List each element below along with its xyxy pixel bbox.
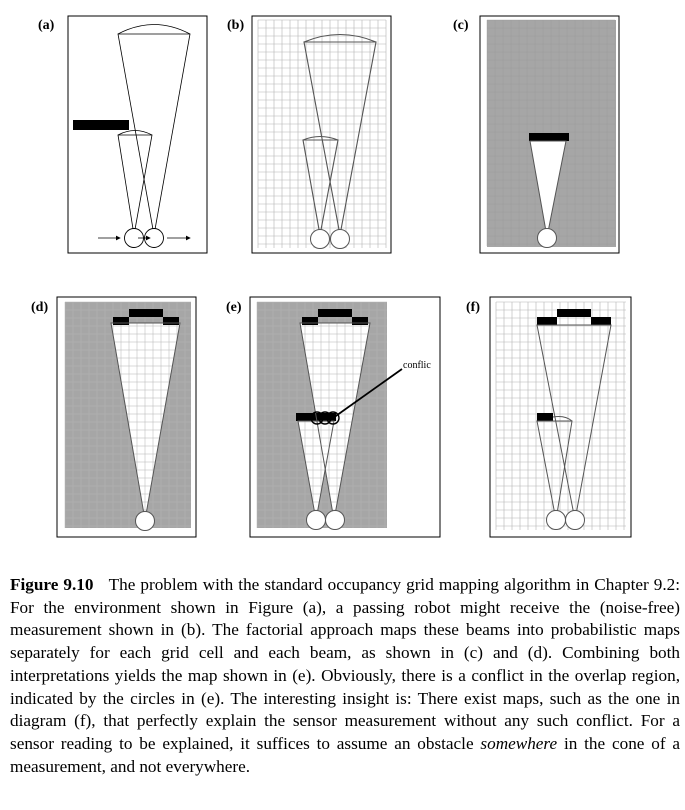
panel-e-combined-map: conflic xyxy=(249,296,441,538)
obstacle-bar xyxy=(73,120,129,130)
conflict-annotation: conflic xyxy=(403,360,431,371)
panel-b-label: (b) xyxy=(227,18,245,33)
panel-d-map-long-beam xyxy=(56,296,197,538)
panel-d-label: (d) xyxy=(31,300,49,315)
caption-text-end: in the cone of a measurement, and not ev… xyxy=(10,733,681,776)
panel-e-label: (e) xyxy=(226,300,242,315)
figure-number: Figure 9.10 xyxy=(10,575,94,594)
caption-emphasis: somewhere xyxy=(480,733,558,753)
panel-f-consistent-map xyxy=(489,296,632,538)
caption-text: The problem with the standard occupancy … xyxy=(10,575,681,753)
panel-b-measurement xyxy=(251,15,392,254)
panel-a-environment xyxy=(67,15,208,254)
panel-c-map-short-beam xyxy=(479,15,620,254)
conflict-circles xyxy=(310,411,340,425)
panel-a-label: (a) xyxy=(38,18,55,33)
panel-c-label: (c) xyxy=(453,18,469,33)
figure-caption: Figure 9.10 The problem with the standar… xyxy=(10,574,680,778)
panel-f-label: (f) xyxy=(466,300,480,315)
figure-panels: conflic xyxy=(56,15,632,538)
